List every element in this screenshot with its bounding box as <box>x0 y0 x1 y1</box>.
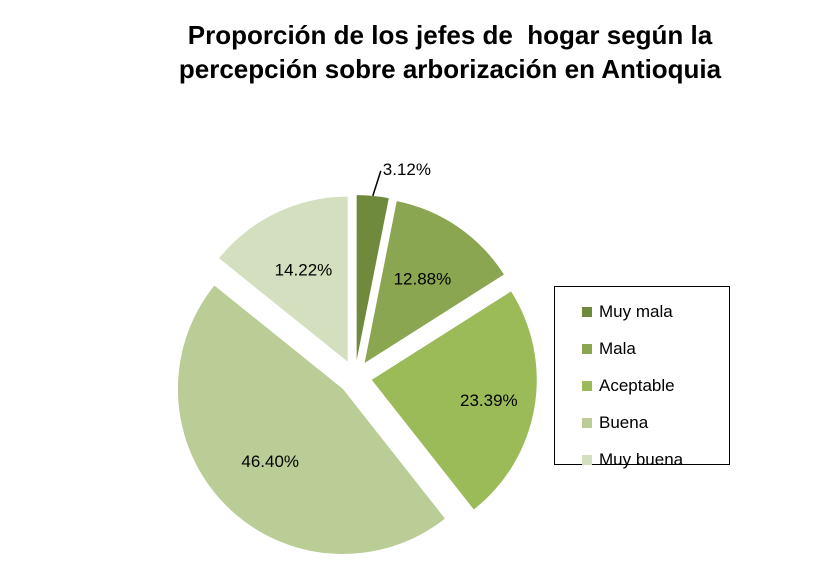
pie-slice-mala <box>364 201 504 363</box>
legend-label-aceptable: Aceptable <box>599 375 675 395</box>
data-label-buena: 46.40% <box>241 452 299 471</box>
legend-label-muy-buena: Muy buena <box>599 449 684 469</box>
pie-slices <box>177 195 537 554</box>
chart-title-line-1: Proporción de los jefes de hogar según l… <box>187 20 713 50</box>
data-label-mala: 12.88% <box>394 270 452 289</box>
pie-data-labels: 3.12% 12.88% 23.39% 46.40% 14.22% <box>241 160 517 471</box>
legend-item-muy-mala: Muy mala <box>555 293 729 330</box>
legend-label-buena: Buena <box>599 412 649 432</box>
legend-swatch-mala <box>582 343 592 354</box>
pie-slice-muy-buena <box>219 196 348 362</box>
legend-item-buena: Buena <box>555 404 729 441</box>
legend-swatch-muy-buena <box>582 454 592 465</box>
legend-item-aceptable: Aceptable <box>555 367 729 404</box>
legend-swatch-muy-mala <box>582 306 592 317</box>
pie-slice-aceptable <box>371 291 537 510</box>
data-label-muy-mala: 3.12% <box>383 160 431 179</box>
legend-swatch-buena <box>582 417 592 428</box>
legend-item-mala: Mala <box>555 330 729 367</box>
pie-slice-muy-mala <box>356 195 389 361</box>
legend-label-mala: Mala <box>599 338 636 358</box>
chart-title-line-2: percepción sobre arborización en Antioqu… <box>178 54 722 84</box>
legend-label-muy-mala: Muy mala <box>599 301 673 321</box>
legend: Muy mala Mala Aceptable Buena Muy buena <box>554 286 730 469</box>
chart-title: Proporción de los jefes de hogar según l… <box>100 18 800 86</box>
data-label-aceptable: 23.39% <box>460 391 518 410</box>
legend-item-muy-buena: Muy buena <box>555 441 729 478</box>
data-label-leader-muy-mala <box>372 170 382 197</box>
pie-slice-buena <box>177 285 445 554</box>
data-label-muy-buena: 14.22% <box>275 260 333 279</box>
legend-swatch-aceptable <box>582 380 592 391</box>
